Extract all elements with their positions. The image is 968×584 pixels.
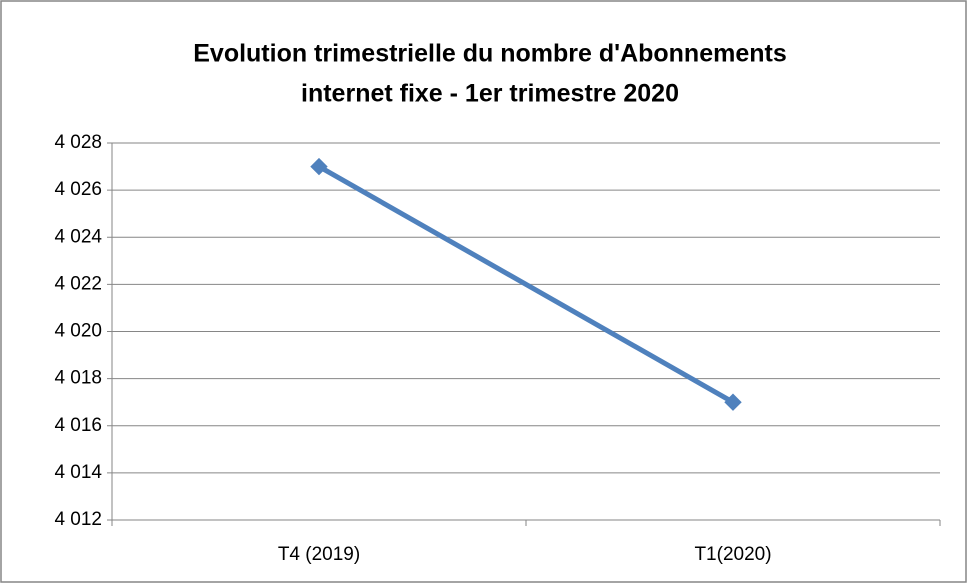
x-tick-label: T4 (2019): [278, 544, 360, 565]
chart-title: internet fixe - 1er trimestre 2020: [301, 80, 679, 108]
y-tick-label: 4 012: [54, 509, 102, 530]
y-tick-label: 4 028: [54, 132, 102, 153]
y-tick-label: 4 026: [54, 179, 102, 200]
point-marker: [724, 393, 742, 411]
y-tick-label: 4 016: [54, 415, 102, 436]
chart-title: Evolution trimestrielle du nombre d'Abon…: [193, 40, 787, 68]
line-series: [317, 164, 735, 405]
y-tick-label: 4 020: [54, 321, 102, 342]
y-tick-label: 4 024: [54, 226, 102, 247]
y-tick-label: 4 018: [54, 368, 102, 389]
y-tick-label: 4 022: [54, 273, 102, 294]
y-tick-label: 4 014: [54, 462, 102, 483]
point-marker: [310, 157, 328, 176]
x-tick-label: T1(2020): [694, 544, 771, 565]
